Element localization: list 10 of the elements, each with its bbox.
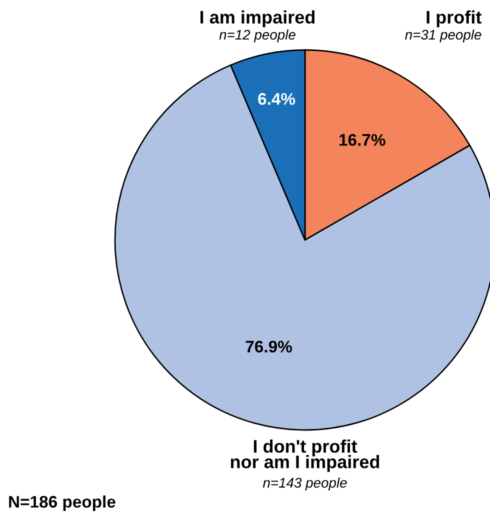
slice-label: I profit xyxy=(426,10,482,28)
slice-label: I don't profit nor am I impaired xyxy=(230,440,380,472)
data-label: 6.4% xyxy=(258,93,296,105)
text: N=186 people xyxy=(9,495,116,511)
data-label: 76.9% xyxy=(246,340,292,353)
data-label: 16.7% xyxy=(340,134,386,146)
text: n=31 people xyxy=(405,29,482,42)
text: n=143 people xyxy=(262,478,347,490)
slice-label: I am impaired xyxy=(200,10,315,28)
text: n=12 people xyxy=(219,29,296,42)
